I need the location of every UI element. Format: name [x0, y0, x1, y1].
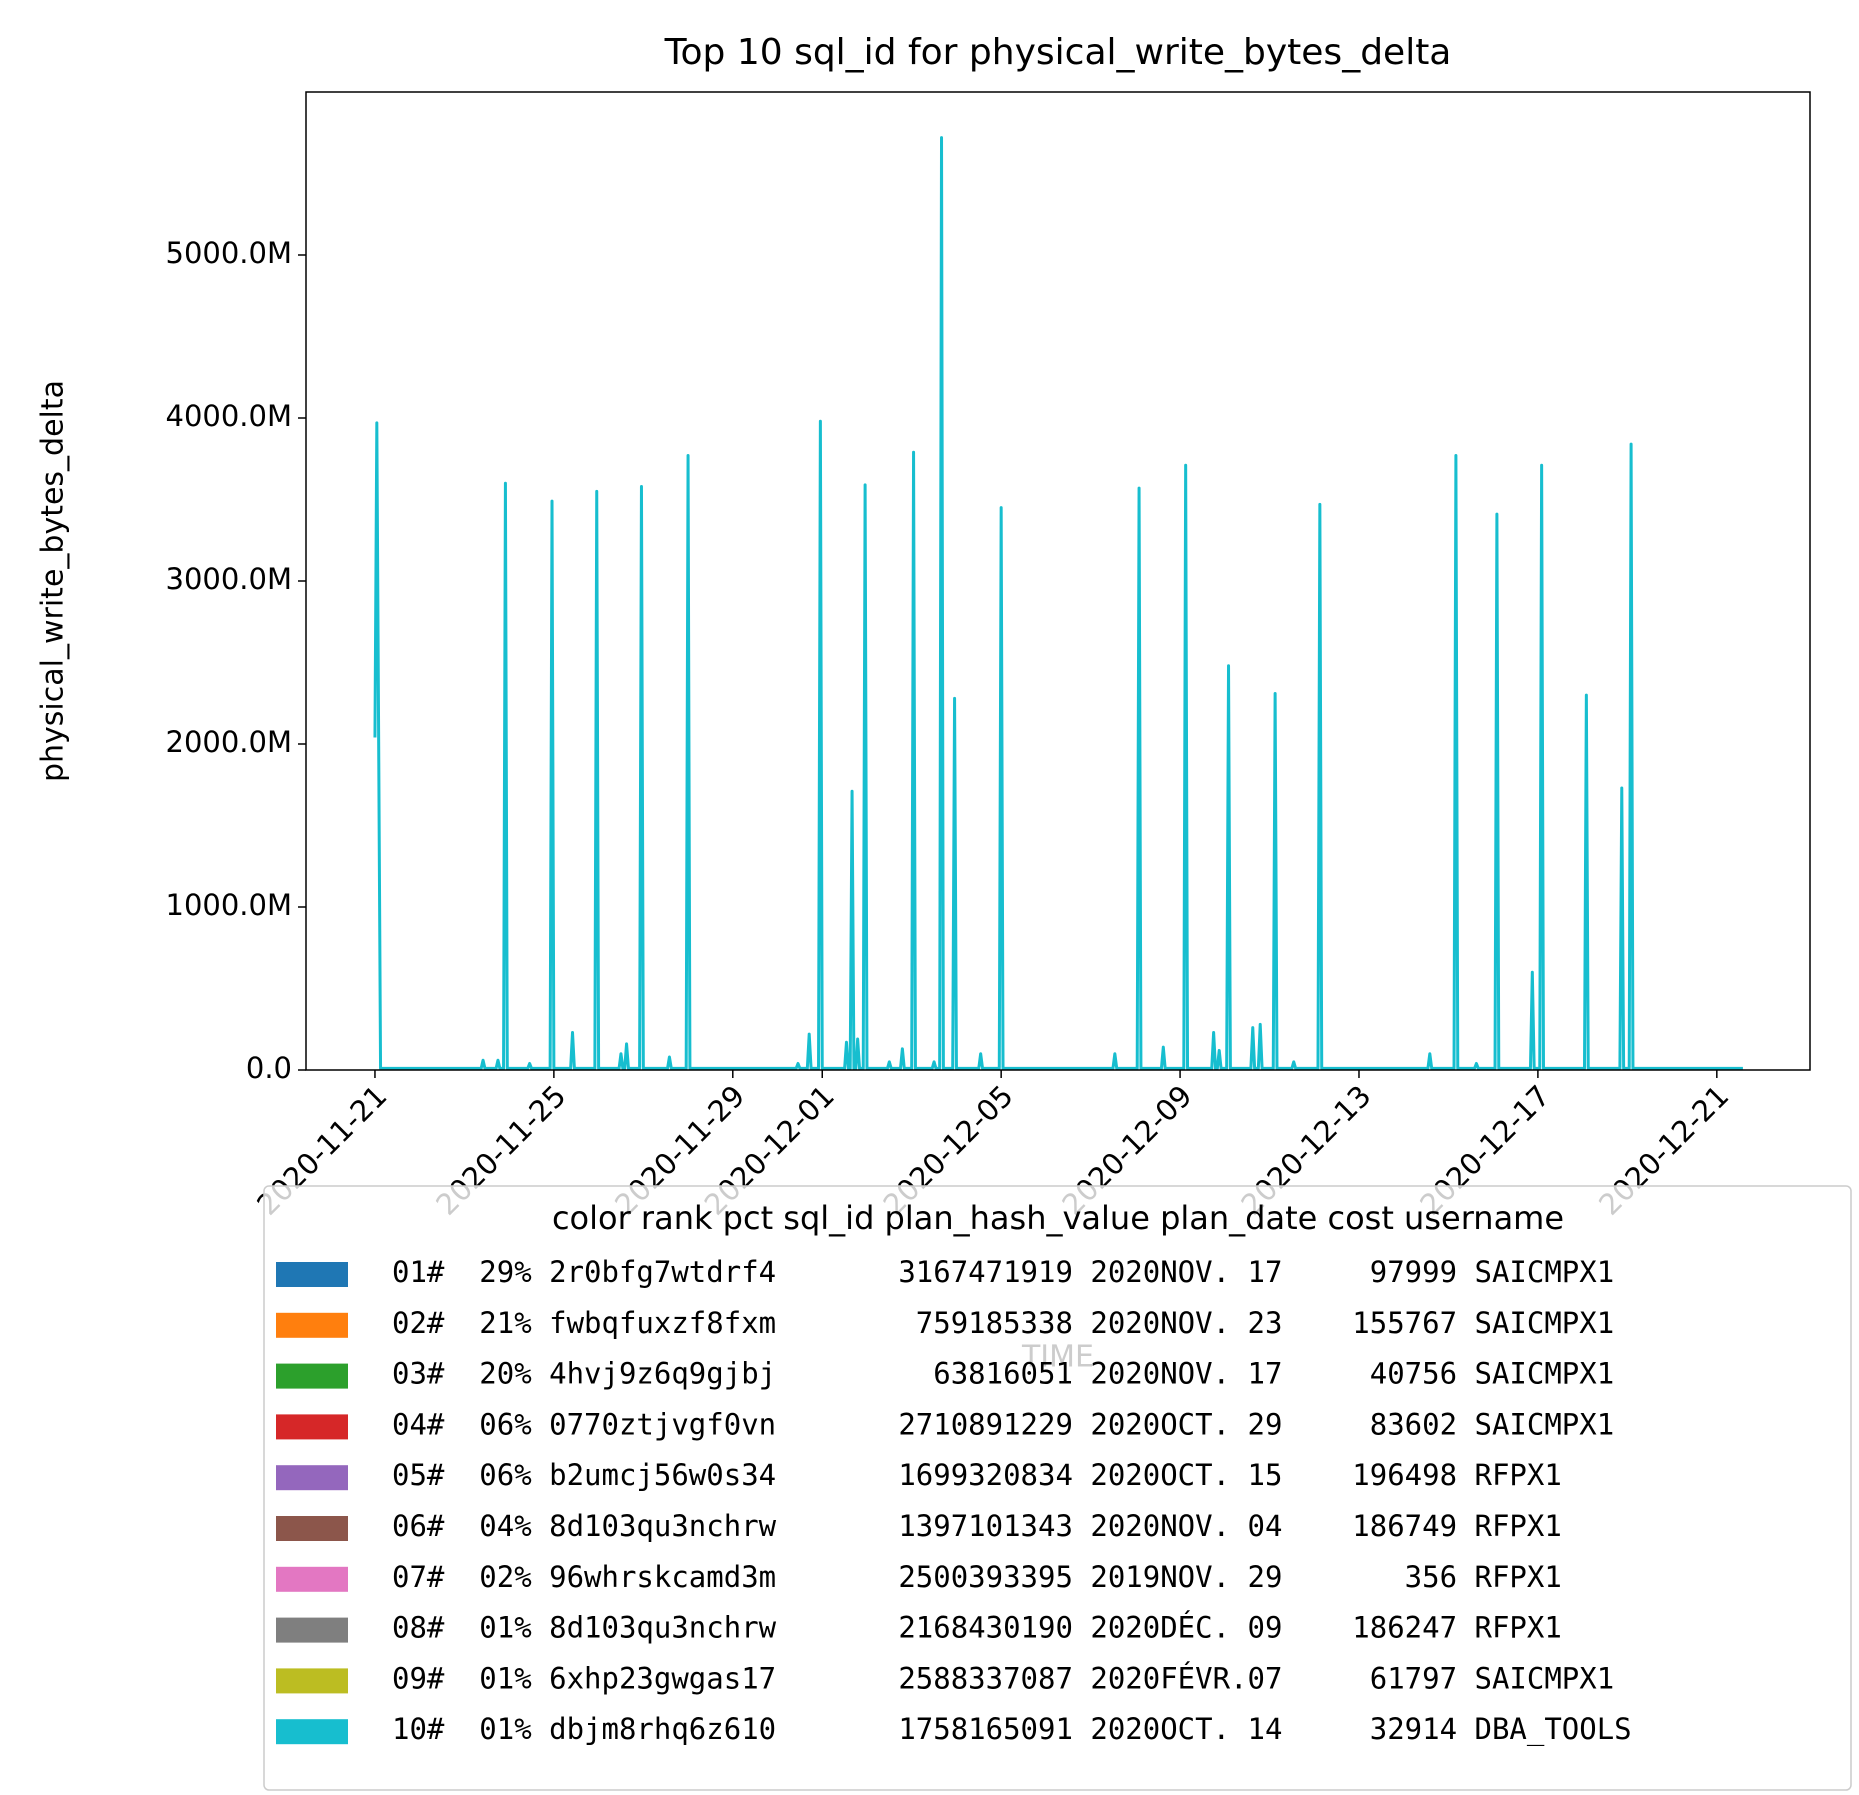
legend-entry: 02# 21% fwbqfuxzf8fxm 759185338 2020NOV.…	[392, 1306, 1614, 1340]
y-tick-label: 4000.0M	[166, 399, 293, 433]
legend-swatch	[276, 1668, 348, 1694]
chart-title: Top 10 sql_id for physical_write_bytes_d…	[664, 32, 1452, 73]
legend-swatch	[276, 1617, 348, 1643]
legend-swatch	[276, 1262, 348, 1287]
legend-entry: 04# 06% 0770ztjvgf0vn 2710891229 2020OCT…	[392, 1407, 1614, 1441]
y-tick-label: 1000.0M	[166, 888, 293, 922]
y-tick-label: 5000.0M	[166, 236, 293, 270]
legend-swatch	[276, 1719, 348, 1745]
legend-entry: 08# 01% 8d103qu3nchrw 2168430190 2020DÉC…	[392, 1611, 1562, 1645]
legend-swatch	[276, 1566, 348, 1592]
y-tick-label: 3000.0M	[166, 562, 293, 596]
legend-swatch	[276, 1363, 348, 1389]
legend-entry: 05# 06% b2umcj56w0s34 1699320834 2020OCT…	[392, 1458, 1562, 1492]
legend-swatch	[276, 1312, 348, 1338]
plot-frame	[305, 91, 1811, 1071]
legend-swatch	[276, 1516, 348, 1541]
legend-box	[263, 1185, 1852, 1791]
legend-entry: 07# 02% 96whrskcamd3m 2500393395 2019NOV…	[392, 1560, 1562, 1594]
legend-title: color rank pct sql_id plan_hash_value pl…	[552, 1199, 1564, 1237]
legend-entry: 10# 01% dbjm8rhq6z610 1758165091 2020OCT…	[392, 1712, 1632, 1747]
legend-swatch	[276, 1465, 348, 1491]
y-axis-label: physical_write_bytes_delta	[36, 380, 71, 782]
legend-swatch	[276, 1414, 348, 1440]
legend-entry: 03# 20% 4hvj9z6q9gjbj 63816051 2020NOV. …	[392, 1357, 1614, 1391]
legend: color rank pct sql_id plan_hash_value pl…	[263, 1185, 1852, 1791]
legend-entry: 01# 29% 2r0bfg7wtdrf4 3167471919 2020NOV…	[392, 1255, 1614, 1289]
y-tick-label: 0.0	[246, 1051, 292, 1085]
legend-entry: 09# 01% 6xhp23gwgas17 2588337087 2020FÉV…	[392, 1661, 1614, 1695]
legend-entry: 06# 04% 8d103qu3nchrw 1397101343 2020NOV…	[392, 1509, 1562, 1543]
series-line	[373, 136, 1743, 1070]
y-tick-label: 2000.0M	[166, 725, 293, 759]
